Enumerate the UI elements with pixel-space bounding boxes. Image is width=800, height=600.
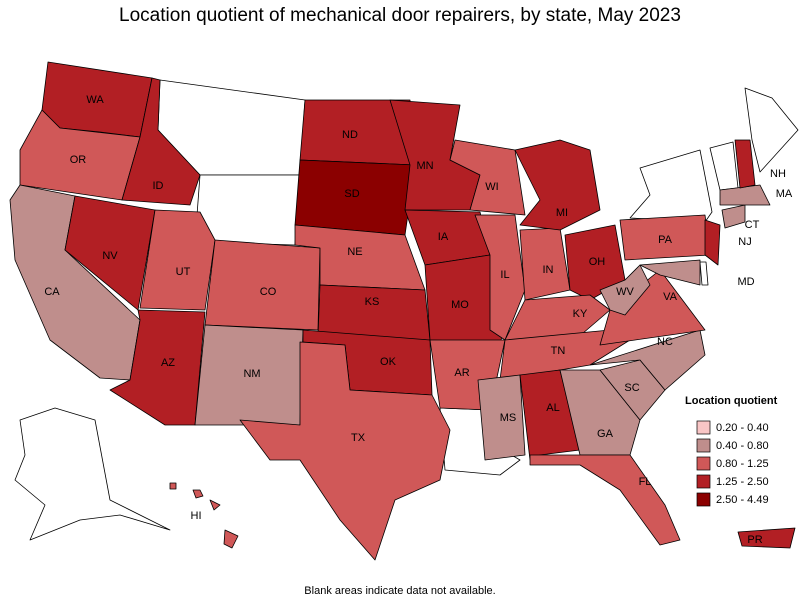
state-label: NC xyxy=(657,336,673,348)
state-label: OK xyxy=(380,356,397,368)
state-shape xyxy=(721,204,746,229)
state-label: PA xyxy=(658,234,673,246)
state-shape xyxy=(121,77,201,206)
state-label: MA xyxy=(776,188,793,200)
state-label: CT xyxy=(745,219,760,231)
state-shape xyxy=(709,141,739,191)
state-label: ND xyxy=(342,129,358,141)
legend-label: 2.50 - 4.49 xyxy=(716,494,769,506)
state-shape xyxy=(192,489,204,499)
state-shape xyxy=(629,149,713,223)
state-shape xyxy=(719,184,771,206)
legend-label: 0.80 - 1.25 xyxy=(716,458,769,470)
state-label: TN xyxy=(551,345,566,357)
legend-items: 0.20 - 0.40 0.40 - 0.80 0.80 - 1.25 1.25 - … xyxy=(696,420,769,507)
state-label: ID xyxy=(153,180,164,192)
state-shape xyxy=(704,219,721,266)
state-label: NM xyxy=(243,368,260,380)
state-label: FL xyxy=(639,476,652,488)
state-label: MS xyxy=(500,412,517,424)
state-shape xyxy=(639,259,701,286)
states: WA OR CA ID NV UT AZ CO NM ND SD NE KS OK TX MN IA MO AR WI… xyxy=(9,61,796,561)
state-label: WA xyxy=(86,94,104,106)
state-shape xyxy=(529,454,681,546)
legend-swatch xyxy=(696,492,711,507)
state-shape xyxy=(477,374,526,461)
state-label: MI xyxy=(556,207,568,219)
state-label: SC xyxy=(624,382,639,394)
legend-swatch xyxy=(696,456,711,471)
state-shape xyxy=(559,369,641,456)
state-label: NE xyxy=(347,246,362,258)
state-label: SD xyxy=(344,188,359,200)
state-shape xyxy=(139,209,216,311)
legend-swatch xyxy=(696,474,711,489)
state-label: MN xyxy=(416,160,433,172)
legend-label: 1.25 - 2.50 xyxy=(716,476,769,488)
state-shape xyxy=(239,341,451,561)
legend-label: 0.40 - 0.80 xyxy=(716,440,769,452)
state-label: PR xyxy=(747,534,762,546)
state-label: GA xyxy=(597,428,614,440)
state-label: CA xyxy=(44,286,60,298)
state-shape xyxy=(209,499,221,511)
state-label: OR xyxy=(70,154,87,166)
state-shape xyxy=(589,329,706,391)
state-label: AL xyxy=(546,402,559,414)
state-label: AR xyxy=(454,367,469,379)
state-shape xyxy=(169,482,177,490)
legend-swatch xyxy=(696,438,711,453)
state-label: AZ xyxy=(161,357,175,369)
footnote: Blank areas indicate data not available. xyxy=(304,585,495,597)
legend: Location quotient 0.20 - 0.40 0.40 - 0.80… xyxy=(685,395,778,507)
state-shape xyxy=(14,407,171,541)
state-label: WV xyxy=(616,286,634,298)
state-shape xyxy=(514,139,601,231)
state-label: NJ xyxy=(738,236,751,248)
state-shape xyxy=(744,87,799,173)
state-label: IA xyxy=(438,231,449,243)
state-shape xyxy=(223,529,239,549)
state-shape xyxy=(109,309,206,426)
state-label: NH xyxy=(770,168,786,180)
state-label: OH xyxy=(589,256,606,268)
state-label: WI xyxy=(485,181,498,193)
state-label: CO xyxy=(260,286,277,298)
state-shape xyxy=(499,329,631,381)
state-label: HI xyxy=(191,510,202,522)
state-label: MO xyxy=(451,299,469,311)
state-label: TX xyxy=(351,432,366,444)
map-title: Location quotient of mechanical door rep… xyxy=(119,5,681,26)
state-shape xyxy=(734,139,756,189)
legend-swatch xyxy=(696,420,711,435)
state-label: KY xyxy=(573,308,588,320)
state-shape xyxy=(317,284,431,341)
state-label: VA xyxy=(663,291,678,303)
legend-title: Location quotient xyxy=(685,395,778,407)
state-label: UT xyxy=(176,266,191,278)
legend-label: 0.20 - 0.40 xyxy=(716,422,769,434)
state-label: KS xyxy=(365,296,380,308)
state-label: IL xyxy=(500,269,509,281)
state-label: MD xyxy=(737,276,754,288)
state-shape xyxy=(737,527,796,549)
state-shape xyxy=(599,264,651,316)
state-label: NV xyxy=(102,250,118,262)
state-label: IN xyxy=(543,264,554,276)
state-shape xyxy=(699,261,709,286)
